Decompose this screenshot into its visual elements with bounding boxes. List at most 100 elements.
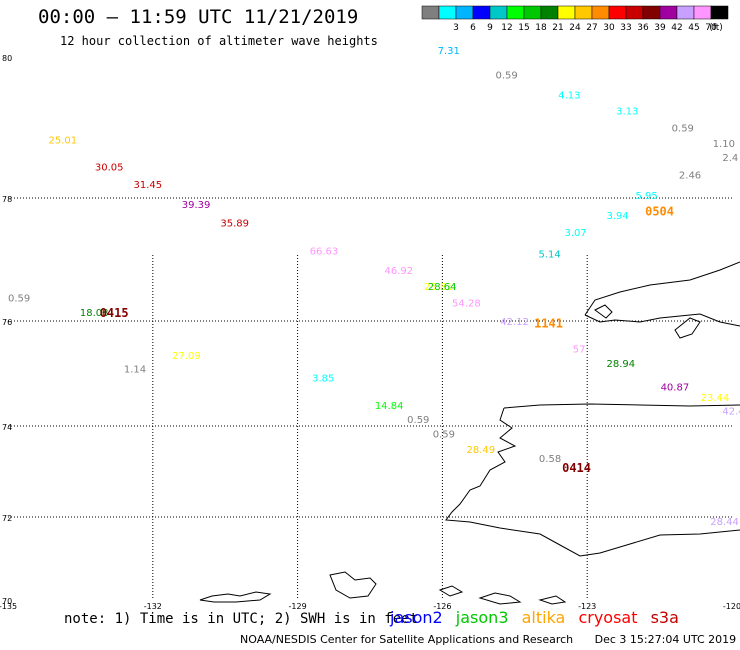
wave-height-label: 3.85 xyxy=(312,374,334,385)
colorbar-swatch xyxy=(489,5,508,20)
wave-height-label: 2.46 xyxy=(679,171,701,182)
x-tick-label: -123 xyxy=(578,602,596,611)
y-tick-label: 78 xyxy=(2,195,12,204)
colorbar-swatch xyxy=(659,5,678,20)
legend-jason3: jason3 xyxy=(455,608,509,627)
wave-height-label: 31.45 xyxy=(133,180,162,191)
satellite-legend: jason2 jason3 altika cryosat s3a xyxy=(390,608,687,627)
wave-height-label: 1.14 xyxy=(124,364,146,375)
wave-height-label: 3.07 xyxy=(565,228,587,239)
colorbar-tick-label: 33 xyxy=(620,23,631,33)
colorbar-tick-label: 27 xyxy=(586,23,597,33)
wave-height-label: 28.49 xyxy=(467,445,496,456)
colorbar-tick-label: 21 xyxy=(552,23,563,33)
colorbar-swatch xyxy=(591,5,610,20)
wave-height-label: 57 xyxy=(573,344,586,355)
colorbar-tick-label: 36 xyxy=(637,23,649,33)
colorbar-swatch xyxy=(642,5,661,20)
wave-height-labels: 0.5918.081.1427.093.8514.840.590.5928.49… xyxy=(8,46,740,528)
wave-height-label: 30.05 xyxy=(95,162,124,173)
wave-height-label: 0.59 xyxy=(407,415,429,426)
wave-height-label: 0.59 xyxy=(672,124,694,135)
island-north xyxy=(584,261,740,316)
legend-jason2: jason2 xyxy=(390,608,443,627)
island-bottom xyxy=(329,571,377,599)
x-tick-label: -135 xyxy=(0,602,17,611)
wave-height-label: 54.28 xyxy=(452,299,481,310)
y-tick-label: 74 xyxy=(2,423,12,432)
x-tick-label: -129 xyxy=(289,602,307,611)
colorbar-tick-label: 9 xyxy=(487,23,493,33)
island-bottom-5 xyxy=(438,585,464,597)
footnote: note: 1) Time is in UTC; 2) SWH is in fe… xyxy=(64,611,419,627)
credit-text: NOAA/NESDIS Center for Satellite Applica… xyxy=(240,633,574,646)
pass-time-label: 1141 xyxy=(534,317,563,331)
wave-height-label: 35.89 xyxy=(220,219,249,230)
x-tick-label: -126 xyxy=(433,602,451,611)
colorbar-tick-label: 70 xyxy=(705,23,717,33)
wave-height-label: 18.08 xyxy=(80,308,109,319)
pass-time-label: 0415 xyxy=(100,306,129,320)
wave-height-label: 28.94 xyxy=(607,359,636,370)
island-bottom-3 xyxy=(478,592,522,605)
colorbar-swatch xyxy=(540,5,559,20)
x-tick-label: -120 xyxy=(723,602,740,611)
wave-height-label: 25.01 xyxy=(49,135,78,146)
pass-time-label: 0504 xyxy=(645,204,674,218)
colorbar-swatch xyxy=(625,5,644,20)
wave-height-label: 42.4 xyxy=(722,406,740,417)
x-tick-label: -132 xyxy=(144,602,162,611)
colorbar-swatch xyxy=(523,5,542,20)
wave-height-label: 40.87 xyxy=(661,383,690,394)
chart-subtitle: 12 hour collection of altimeter wave hei… xyxy=(60,34,378,48)
colorbar-tick-label: 15 xyxy=(518,23,529,33)
island-small-2 xyxy=(674,317,701,339)
wave-height-label: 5.95 xyxy=(635,191,657,202)
wave-height-label: 14.84 xyxy=(375,401,404,412)
wave-height-label: 39.39 xyxy=(182,200,211,211)
island-bottom-2 xyxy=(199,591,272,603)
axis-tick-labels: 70 72 74 76 78 80 -135 -132 -129 -126 -123 -120 xyxy=(0,54,740,611)
wave-height-label: 28.64 xyxy=(428,282,457,293)
colorbar-tick-label: 12 xyxy=(501,23,512,33)
island-small-1 xyxy=(594,304,613,319)
lat-lon-grid xyxy=(8,197,732,600)
coastline-bay xyxy=(445,407,740,557)
wave-height-label: 3.13 xyxy=(616,107,638,118)
colorbar-swatch xyxy=(574,5,593,20)
wave-height-label: 4.13 xyxy=(558,90,580,101)
colorbar-tick-label: 39 xyxy=(654,23,666,33)
pass-time-labels: 0415 0504 1141 0414 xyxy=(100,204,674,475)
colorbar-tick-label: 30 xyxy=(603,23,615,33)
chart-title: 00:00 – 11:59 UTC 11/21/2019 xyxy=(38,6,359,28)
colorbar-swatch xyxy=(506,5,525,20)
y-tick-label: 76 xyxy=(2,318,12,327)
pass-time-label: 0414 xyxy=(562,461,591,475)
credits-line: NOAA/NESDIS Center for Satellite Applica… xyxy=(240,633,736,646)
colorbar-swatch xyxy=(557,5,576,20)
wave-height-label: 2.4 xyxy=(722,153,738,164)
wave-height-label: 7.31 xyxy=(438,46,460,57)
wave-height-label: 5.14 xyxy=(538,249,560,260)
colorbar-swatch xyxy=(455,5,474,20)
y-tick-label: 70 xyxy=(2,597,12,606)
wave-height-label: 27.09 xyxy=(172,351,201,362)
wave-height-label: 25.81 xyxy=(424,282,453,293)
wave-height-label: 46.92 xyxy=(384,266,413,277)
colorbar-unit: (ft) xyxy=(709,23,723,33)
colorbar-swatch xyxy=(472,5,491,20)
y-tick-label: 72 xyxy=(2,514,12,523)
wave-height-label: 0.59 xyxy=(495,71,517,82)
legend-cryosat: cryosat xyxy=(578,608,638,627)
wave-height-label: 3.94 xyxy=(607,211,629,222)
wave-height-label: 0.59 xyxy=(433,430,455,441)
wave-height-label: 0.58 xyxy=(539,454,561,465)
wave-height-label: 23.44 xyxy=(701,393,730,404)
wave-height-label: 42.12 xyxy=(500,317,529,328)
wave-height-label: 28.44 xyxy=(710,517,739,528)
colorbar-tick-label: 6 xyxy=(470,23,476,33)
y-tick-label: 80 xyxy=(2,54,12,63)
legend-altika: altika xyxy=(521,608,566,627)
wave-height-label: 0.59 xyxy=(8,294,30,305)
